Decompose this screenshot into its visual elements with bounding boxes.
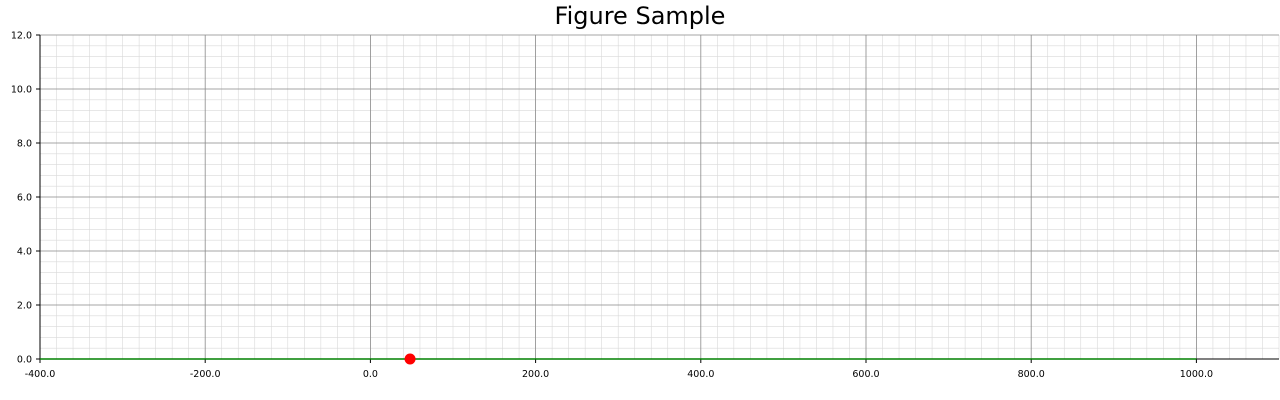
y-tick-label: 6.0 [17, 193, 32, 204]
y-tick-label: 12.0 [11, 31, 32, 42]
y-tick-label: 10.0 [11, 85, 32, 96]
x-tick-label: -400.0 [25, 369, 56, 380]
data-series [40, 353, 1197, 365]
y-tick-label: 0.0 [17, 355, 32, 366]
data-point [404, 353, 416, 365]
x-tick-label: 0.0 [363, 369, 378, 380]
y-tick-label: 4.0 [17, 247, 32, 258]
x-tick-label: 200.0 [522, 369, 549, 380]
chart-title: Figure Sample [555, 2, 726, 30]
y-tick-label: 8.0 [17, 139, 32, 150]
x-tick-label: 600.0 [852, 369, 879, 380]
y-tick-label: 2.0 [17, 301, 32, 312]
y-tick-labels: 0.0 2.0 4.0 6.0 8.0 10.0 12.0 [11, 31, 32, 366]
x-tick-label: -200.0 [190, 369, 221, 380]
major-grid [39, 34, 1279, 360]
tick-marks [36, 34, 1197, 363]
x-tick-label: 400.0 [687, 369, 714, 380]
x-tick-label: 1000.0 [1180, 369, 1213, 380]
x-tick-labels: -400.0 -200.0 0.0 200.0 400.0 600.0 800.0 1000.… [25, 369, 1213, 380]
x-tick-label: 800.0 [1018, 369, 1045, 380]
